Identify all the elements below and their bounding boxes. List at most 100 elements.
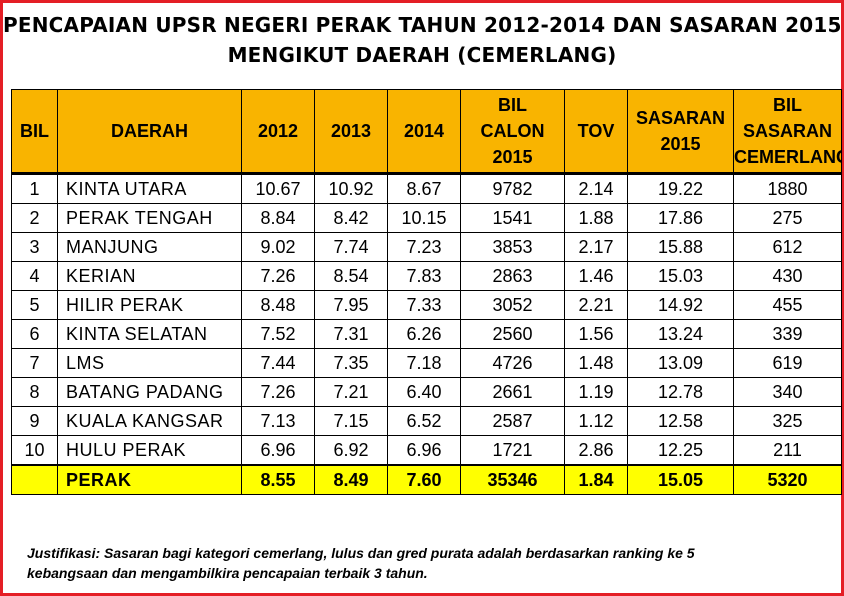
value-cell: 1880: [733, 173, 842, 204]
value-cell: 6.92: [314, 435, 388, 466]
value-cell: 9.02: [241, 232, 315, 262]
value-cell: 1.48: [564, 348, 628, 378]
value-cell: 619: [733, 348, 842, 378]
value-cell: 5320: [733, 464, 842, 495]
results-table: BIL DAERAH 2012 2013 2014 BIL CALON 2015 TOV SASA…: [11, 89, 842, 495]
table-row: 2 PERAK TENGAH 8.84 8.42 10.15 1541 1.88 17.86 2…: [11, 203, 842, 233]
row-number-cell: 3: [11, 232, 58, 262]
value-cell: 275: [733, 203, 842, 233]
value-cell: 7.15: [314, 406, 388, 436]
column-header-line: SASARAN: [635, 108, 725, 128]
row-number-cell: 10: [11, 435, 58, 466]
column-header-line: DAERAH: [110, 121, 188, 141]
value-cell: 1.84: [564, 464, 628, 495]
column-header-line: CEMERLANG: [734, 147, 842, 167]
value-cell: 1.19: [564, 377, 628, 407]
value-cell: 339: [733, 319, 842, 349]
value-cell: 2661: [460, 377, 565, 407]
value-cell: 2.86: [564, 435, 628, 466]
value-cell: 8.84: [241, 203, 315, 233]
district-cell: LMS: [57, 348, 242, 378]
column-header: BIL SASARAN CEMERLANG: [733, 89, 842, 175]
value-cell: 7.95: [314, 290, 388, 320]
value-cell: 15.05: [627, 464, 734, 495]
value-cell: 6.96: [241, 435, 315, 466]
value-cell: 7.21: [314, 377, 388, 407]
value-cell: 1721: [460, 435, 565, 466]
column-header-line: BIL: [498, 95, 527, 115]
column-header: 2012: [241, 89, 315, 175]
value-cell: 7.18: [387, 348, 461, 378]
value-cell: 325: [733, 406, 842, 436]
row-number-cell: 4: [11, 261, 58, 291]
column-header-line: BIL: [773, 95, 802, 115]
value-cell: 14.92: [627, 290, 734, 320]
district-cell: MANJUNG: [57, 232, 242, 262]
value-cell: 13.09: [627, 348, 734, 378]
district-cell: KINTA SELATAN: [57, 319, 242, 349]
table-row: 4 KERIAN 7.26 8.54 7.83 2863 1.46 15.03 430: [11, 261, 842, 291]
value-cell: 3853: [460, 232, 565, 262]
value-cell: 7.44: [241, 348, 315, 378]
row-number-cell: 1: [11, 173, 58, 204]
value-cell: 2.14: [564, 173, 628, 204]
column-header-line: 2014: [403, 121, 445, 141]
value-cell: 2.21: [564, 290, 628, 320]
value-cell: 8.67: [387, 173, 461, 204]
value-cell: 2587: [460, 406, 565, 436]
value-cell: 12.78: [627, 377, 734, 407]
value-cell: 6.26: [387, 319, 461, 349]
table-row: 1 KINTA UTARA 10.67 10.92 8.67 9782 2.14 19.22 1…: [11, 173, 842, 204]
column-header: TOV: [564, 89, 628, 175]
table-row: 3 MANJUNG 9.02 7.74 7.23 3853 2.17 15.88 612: [11, 232, 842, 262]
value-cell: 1.88: [564, 203, 628, 233]
row-number-cell: 6: [11, 319, 58, 349]
row-number-cell: 7: [11, 348, 58, 378]
row-number-cell: 8: [11, 377, 58, 407]
column-header-line: TOV: [577, 121, 615, 141]
table-row: 7 LMS 7.44 7.35 7.18 4726 1.48 13.09 619: [11, 348, 842, 378]
total-row: PERAK 8.55 8.49 7.60 35346 1.84 15.05 5320: [11, 464, 842, 495]
value-cell: 10.92: [314, 173, 388, 204]
value-cell: 15.88: [627, 232, 734, 262]
value-cell: 2560: [460, 319, 565, 349]
column-header: 2013: [314, 89, 388, 175]
table-row: 6 KINTA SELATAN 7.52 7.31 6.26 2560 1.56 13.24 3…: [11, 319, 842, 349]
district-cell: PERAK TENGAH: [57, 203, 242, 233]
district-cell: KINTA UTARA: [57, 173, 242, 204]
value-cell: 7.31: [314, 319, 388, 349]
value-cell: 15.03: [627, 261, 734, 291]
table-body: 1 KINTA UTARA 10.67 10.92 8.67 9782 2.14 19.22 1…: [11, 173, 842, 495]
column-header: SASARAN 2015: [627, 89, 734, 175]
value-cell: 8.54: [314, 261, 388, 291]
value-cell: 17.86: [627, 203, 734, 233]
title-line-1: PENCAPAIAN UPSR NEGERI PERAK TAHUN 2012-…: [3, 13, 842, 37]
value-cell: 1.56: [564, 319, 628, 349]
column-header-line: 2013: [330, 121, 372, 141]
district-cell: KERIAN: [57, 261, 242, 291]
value-cell: 19.22: [627, 173, 734, 204]
value-cell: 8.55: [241, 464, 315, 495]
value-cell: 10.67: [241, 173, 315, 204]
value-cell: 12.58: [627, 406, 734, 436]
value-cell: 6.96: [387, 435, 461, 466]
column-header: BIL CALON 2015: [460, 89, 565, 175]
justification-note: Justifikasi: Sasaran bagi kategori cemer…: [27, 543, 695, 583]
district-cell: BATANG PADANG: [57, 377, 242, 407]
column-header-line: BIL: [20, 121, 49, 141]
district-cell: HULU PERAK: [57, 435, 242, 466]
column-header: BIL: [11, 89, 58, 175]
value-cell: 211: [733, 435, 842, 466]
value-cell: 1.12: [564, 406, 628, 436]
column-header: DAERAH: [57, 89, 242, 175]
row-number-cell: 5: [11, 290, 58, 320]
value-cell: 6.40: [387, 377, 461, 407]
value-cell: 6.52: [387, 406, 461, 436]
note-line-2: kebangsaan dan mengambilkira pencapaian …: [27, 565, 428, 581]
value-cell: 7.13: [241, 406, 315, 436]
value-cell: 10.15: [387, 203, 461, 233]
table-row: 8 BATANG PADANG 7.26 7.21 6.40 2661 1.19 12.78 3…: [11, 377, 842, 407]
value-cell: 8.42: [314, 203, 388, 233]
value-cell: 612: [733, 232, 842, 262]
value-cell: 4726: [460, 348, 565, 378]
